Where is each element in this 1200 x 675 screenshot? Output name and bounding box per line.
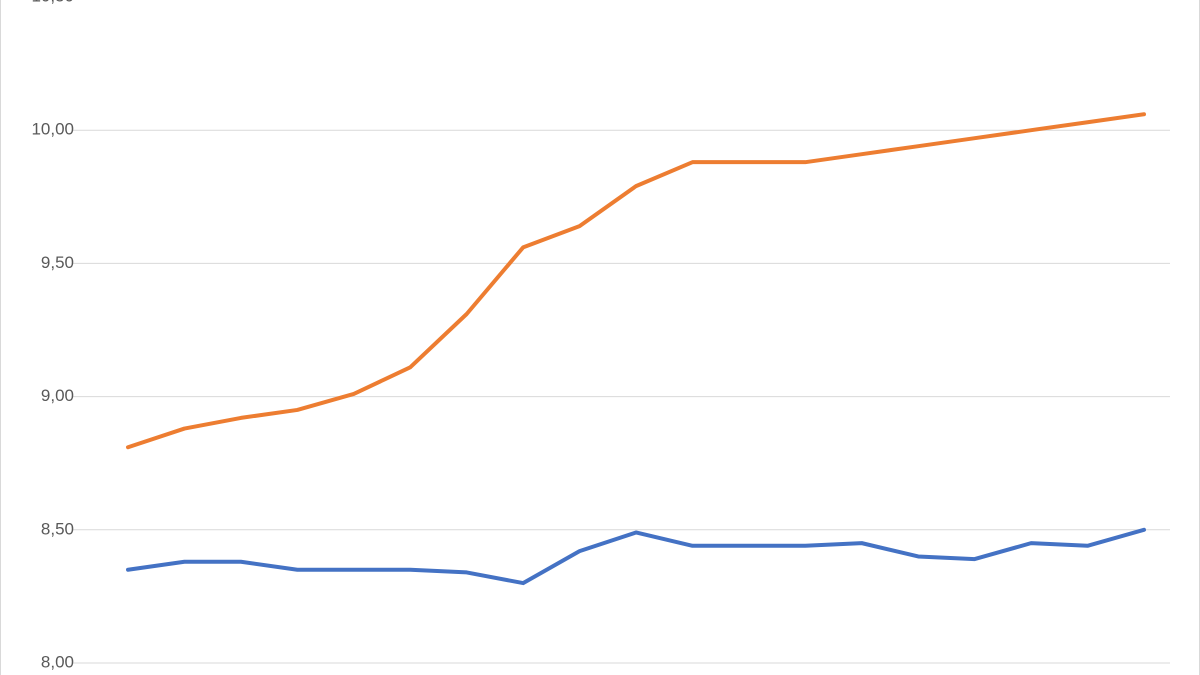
y-tick-label: 9,50 xyxy=(41,253,74,272)
series-line xyxy=(126,527,1146,586)
series-line xyxy=(126,112,1146,450)
y-tick-label: 9,00 xyxy=(41,386,74,405)
y-tick-label: 8,00 xyxy=(41,652,74,671)
y-tick-label: 10,50 xyxy=(31,0,74,5)
y-tick-label: 10,00 xyxy=(31,120,74,139)
y-tick-label: 8,50 xyxy=(41,519,74,538)
